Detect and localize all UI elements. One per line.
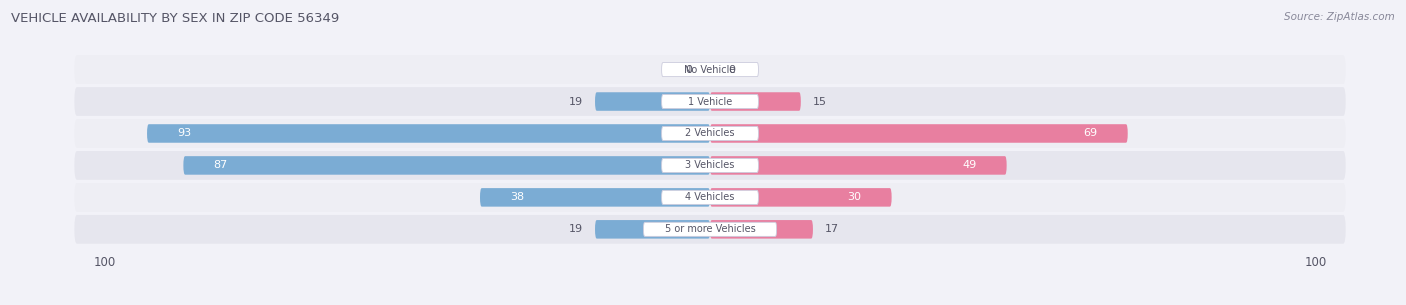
FancyBboxPatch shape — [644, 222, 776, 236]
FancyBboxPatch shape — [75, 215, 1346, 244]
FancyBboxPatch shape — [75, 151, 1346, 180]
FancyBboxPatch shape — [662, 190, 758, 204]
FancyBboxPatch shape — [75, 183, 1346, 212]
Text: 38: 38 — [510, 192, 524, 203]
FancyBboxPatch shape — [710, 92, 801, 111]
FancyBboxPatch shape — [662, 95, 758, 109]
FancyBboxPatch shape — [662, 127, 758, 141]
FancyBboxPatch shape — [710, 124, 1128, 143]
FancyBboxPatch shape — [75, 119, 1346, 148]
FancyBboxPatch shape — [710, 188, 891, 207]
Text: Source: ZipAtlas.com: Source: ZipAtlas.com — [1284, 12, 1395, 22]
FancyBboxPatch shape — [595, 220, 710, 239]
Text: 4 Vehicles: 4 Vehicles — [685, 192, 735, 203]
FancyBboxPatch shape — [148, 124, 710, 143]
Text: 15: 15 — [813, 96, 827, 106]
FancyBboxPatch shape — [710, 220, 813, 239]
FancyBboxPatch shape — [710, 156, 1007, 175]
Text: 0: 0 — [685, 65, 692, 74]
Text: 17: 17 — [825, 224, 839, 234]
Text: VEHICLE AVAILABILITY BY SEX IN ZIP CODE 56349: VEHICLE AVAILABILITY BY SEX IN ZIP CODE … — [11, 12, 339, 25]
Text: 5 or more Vehicles: 5 or more Vehicles — [665, 224, 755, 234]
Text: 87: 87 — [214, 160, 228, 170]
Text: 93: 93 — [177, 128, 191, 138]
FancyBboxPatch shape — [662, 63, 758, 77]
FancyBboxPatch shape — [595, 92, 710, 111]
Text: 49: 49 — [962, 160, 976, 170]
Text: 1 Vehicle: 1 Vehicle — [688, 96, 733, 106]
FancyBboxPatch shape — [662, 158, 758, 172]
Text: No Vehicle: No Vehicle — [685, 65, 735, 74]
Text: 0: 0 — [728, 65, 735, 74]
Text: 69: 69 — [1084, 128, 1098, 138]
FancyBboxPatch shape — [75, 55, 1346, 84]
Text: 30: 30 — [848, 192, 862, 203]
Text: 19: 19 — [569, 96, 583, 106]
FancyBboxPatch shape — [479, 188, 710, 207]
Text: 2 Vehicles: 2 Vehicles — [685, 128, 735, 138]
FancyBboxPatch shape — [183, 156, 710, 175]
Text: 3 Vehicles: 3 Vehicles — [685, 160, 735, 170]
Text: 19: 19 — [569, 224, 583, 234]
FancyBboxPatch shape — [75, 87, 1346, 116]
